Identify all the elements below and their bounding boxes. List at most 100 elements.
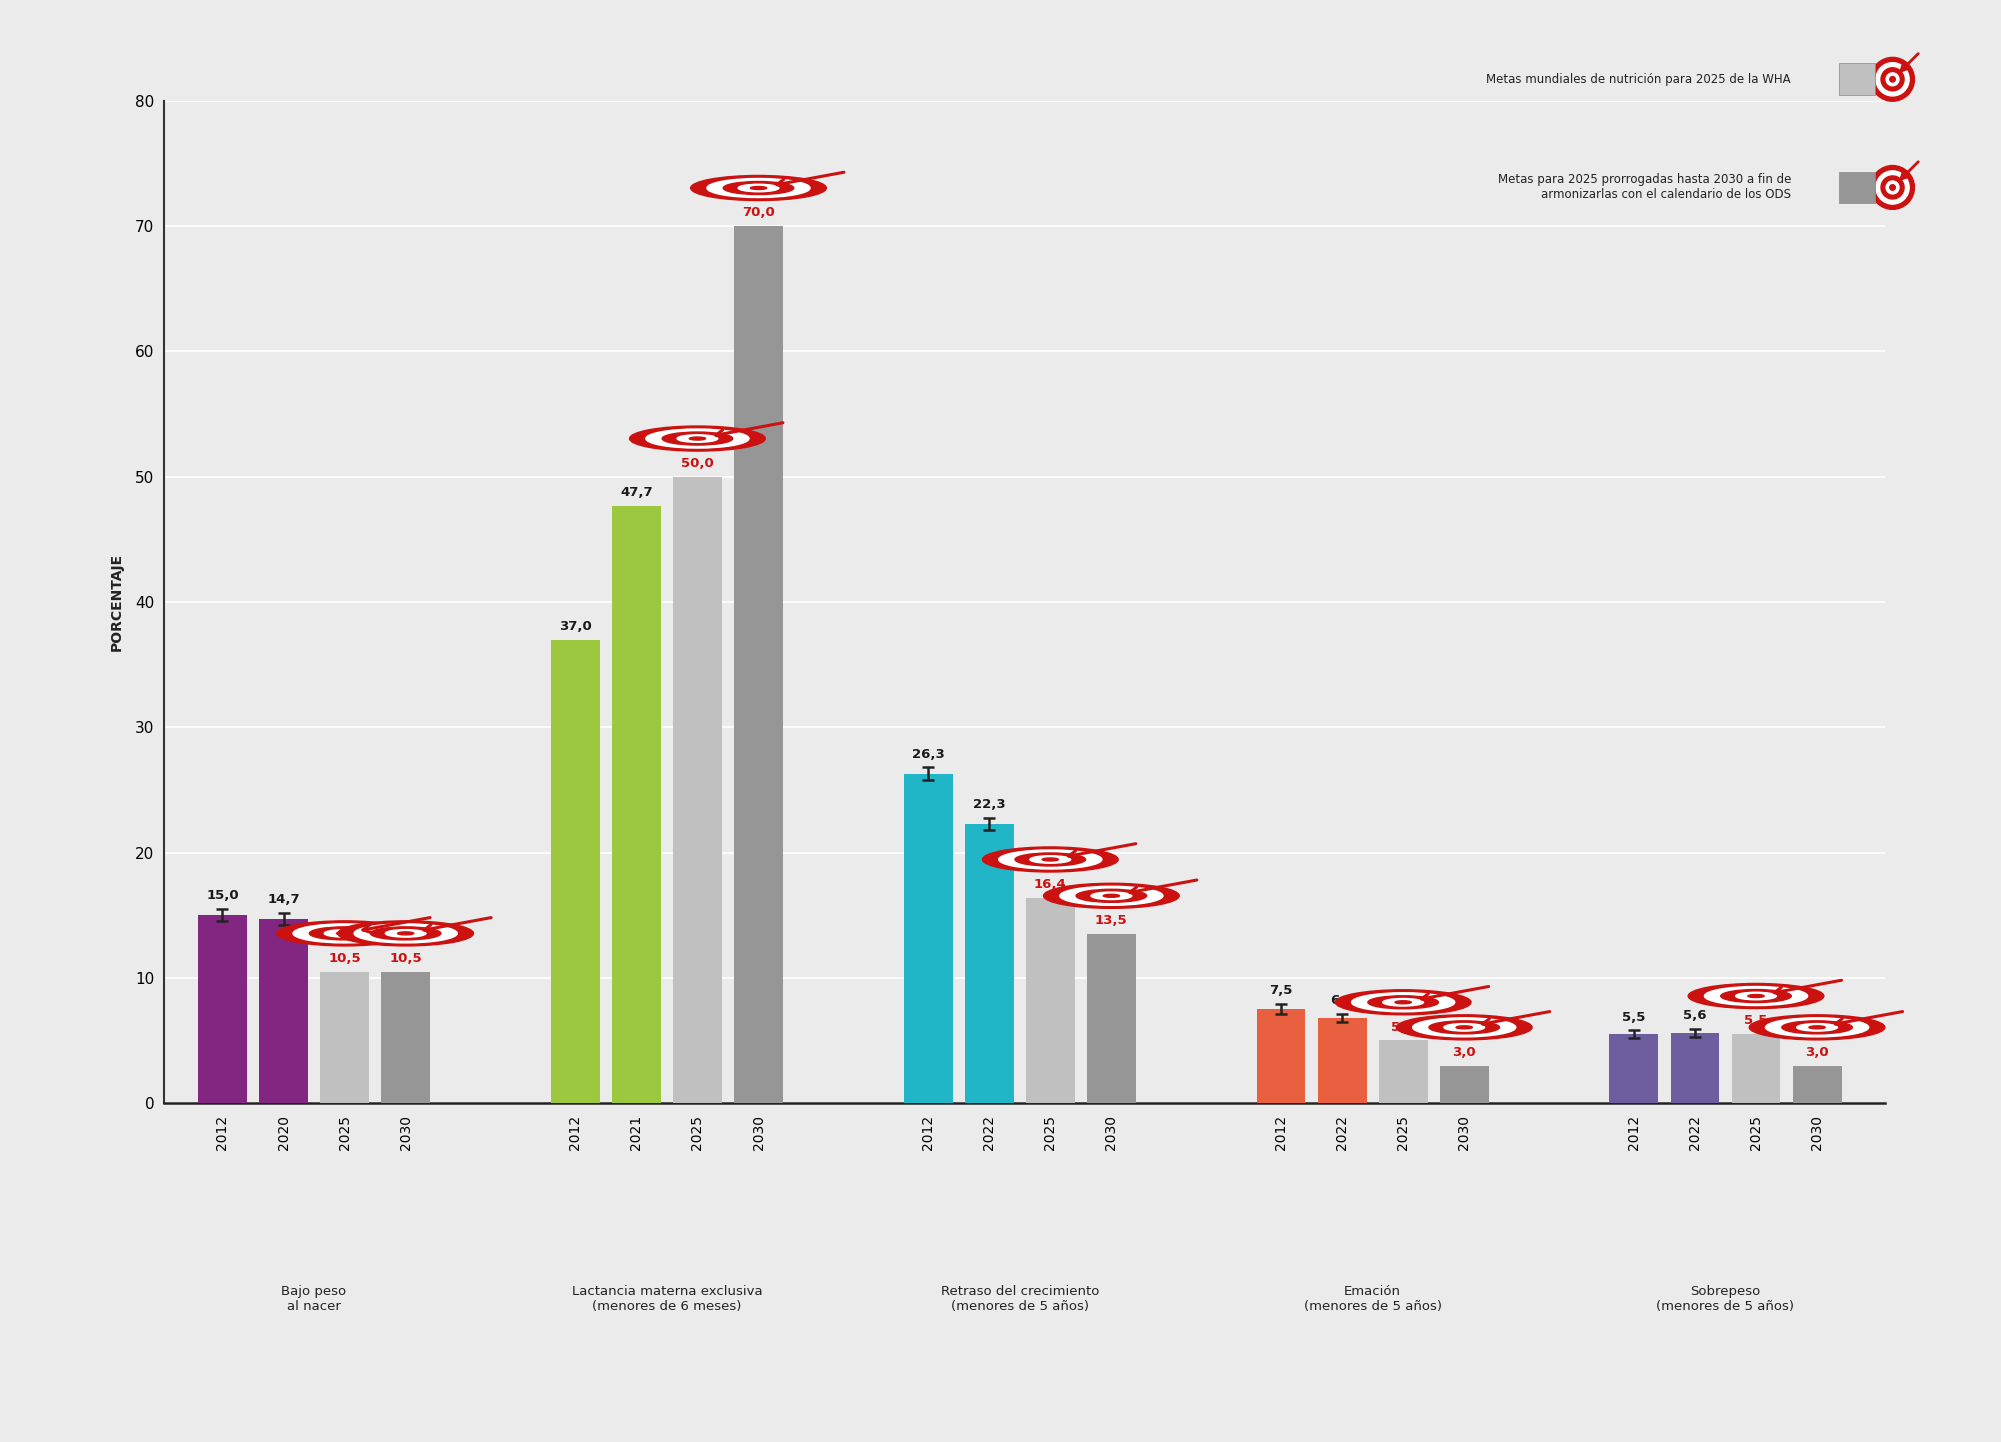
Circle shape: [336, 932, 352, 934]
Bar: [734, 226, 782, 1103]
Bar: [964, 823, 1015, 1103]
Bar: [1027, 898, 1075, 1103]
Circle shape: [1077, 890, 1147, 903]
Circle shape: [1875, 170, 1909, 205]
Text: 3,0: 3,0: [1805, 1045, 1829, 1058]
Circle shape: [310, 927, 380, 940]
Circle shape: [688, 437, 706, 440]
Text: 10,5: 10,5: [328, 952, 360, 965]
Circle shape: [998, 849, 1103, 870]
Bar: [320, 972, 368, 1103]
Circle shape: [982, 846, 1119, 872]
Text: Sobrepeso
(menores de 5 años): Sobrepeso (menores de 5 años): [1657, 1285, 1795, 1312]
Circle shape: [1397, 1015, 1533, 1040]
Circle shape: [1043, 884, 1179, 908]
Circle shape: [1889, 76, 1895, 82]
Circle shape: [1689, 983, 1823, 1008]
Circle shape: [398, 932, 414, 934]
Circle shape: [1091, 893, 1133, 900]
Bar: [1379, 1041, 1427, 1103]
Text: 13,5: 13,5: [1095, 914, 1129, 927]
Circle shape: [1429, 1021, 1499, 1034]
Circle shape: [1781, 1021, 1853, 1034]
Circle shape: [1705, 986, 1807, 1005]
Circle shape: [1335, 989, 1471, 1015]
Text: Bajo peso
al nacer: Bajo peso al nacer: [282, 1285, 346, 1312]
Circle shape: [1747, 995, 1765, 998]
Circle shape: [1395, 1001, 1411, 1004]
Circle shape: [1061, 887, 1163, 906]
Circle shape: [1887, 74, 1899, 85]
Circle shape: [646, 430, 748, 448]
Circle shape: [1749, 1015, 1885, 1040]
Text: Metas para 2025 prorrogadas hasta 2030 a fin de
armonizarlas con el calendario d: Metas para 2025 prorrogadas hasta 2030 a…: [1497, 173, 1791, 202]
Circle shape: [662, 433, 732, 446]
Text: Retraso del crecimiento
(menores de 5 años): Retraso del crecimiento (menores de 5 añ…: [940, 1285, 1099, 1312]
Circle shape: [1015, 854, 1087, 867]
Bar: [904, 774, 952, 1103]
Circle shape: [324, 930, 364, 937]
Text: 3,0: 3,0: [1453, 1045, 1477, 1058]
Bar: [382, 972, 430, 1103]
Circle shape: [1881, 68, 1905, 91]
Circle shape: [1031, 855, 1071, 864]
Bar: [1731, 1034, 1781, 1103]
Circle shape: [338, 921, 474, 946]
Text: 14,7: 14,7: [268, 893, 300, 906]
Text: 7,5: 7,5: [1269, 985, 1293, 998]
Circle shape: [370, 927, 440, 940]
Circle shape: [1889, 185, 1895, 190]
Circle shape: [276, 921, 412, 946]
Text: 10,5: 10,5: [390, 952, 422, 965]
Circle shape: [1875, 62, 1909, 97]
Bar: [672, 477, 722, 1103]
Text: 22,3: 22,3: [972, 797, 1007, 810]
Circle shape: [690, 176, 826, 200]
Circle shape: [354, 924, 456, 943]
Text: 5,5: 5,5: [1623, 1011, 1645, 1024]
Circle shape: [1043, 858, 1059, 861]
Bar: [550, 640, 600, 1103]
Circle shape: [1765, 1018, 1869, 1037]
Circle shape: [738, 185, 778, 192]
Text: 5,0: 5,0: [1391, 1021, 1415, 1034]
Circle shape: [1721, 989, 1791, 1002]
Bar: [1257, 1009, 1305, 1103]
Circle shape: [630, 425, 764, 451]
Circle shape: [1383, 998, 1423, 1007]
Bar: [1317, 1018, 1367, 1103]
Text: 47,7: 47,7: [620, 486, 652, 499]
Text: 15,0: 15,0: [206, 890, 238, 903]
Circle shape: [1871, 166, 1915, 209]
Circle shape: [1887, 182, 1899, 193]
Circle shape: [706, 179, 810, 198]
Circle shape: [1445, 1024, 1485, 1031]
Text: 70,0: 70,0: [742, 206, 774, 219]
Circle shape: [1413, 1018, 1517, 1037]
Text: Emación
(menores de 5 años): Emación (menores de 5 años): [1303, 1285, 1441, 1312]
Bar: [1671, 1032, 1719, 1103]
Circle shape: [1797, 1024, 1837, 1031]
Text: 5,5: 5,5: [1745, 1014, 1767, 1027]
Circle shape: [386, 930, 426, 937]
Circle shape: [1871, 58, 1915, 101]
Circle shape: [292, 924, 396, 943]
Circle shape: [1351, 992, 1455, 1012]
Bar: [258, 919, 308, 1103]
Text: 6,8: 6,8: [1331, 995, 1355, 1008]
Text: Metas mundiales de nutrición para 2025 de la WHA: Metas mundiales de nutrición para 2025 d…: [1487, 72, 1791, 87]
Text: Lactancia materna exclusiva
(menores de 6 meses): Lactancia materna exclusiva (menores de …: [572, 1285, 762, 1312]
Circle shape: [722, 182, 794, 195]
Circle shape: [1369, 996, 1439, 1009]
Text: 50,0: 50,0: [680, 457, 714, 470]
Circle shape: [1881, 176, 1905, 199]
Circle shape: [1809, 1025, 1825, 1028]
Circle shape: [1103, 894, 1119, 897]
Text: 37,0: 37,0: [558, 620, 592, 633]
Circle shape: [1457, 1025, 1473, 1028]
Circle shape: [1735, 992, 1777, 999]
Bar: [612, 506, 660, 1103]
Text: 26,3: 26,3: [912, 747, 944, 760]
Text: 16,4: 16,4: [1035, 878, 1067, 891]
Y-axis label: PORCENTAJE: PORCENTAJE: [110, 552, 124, 652]
